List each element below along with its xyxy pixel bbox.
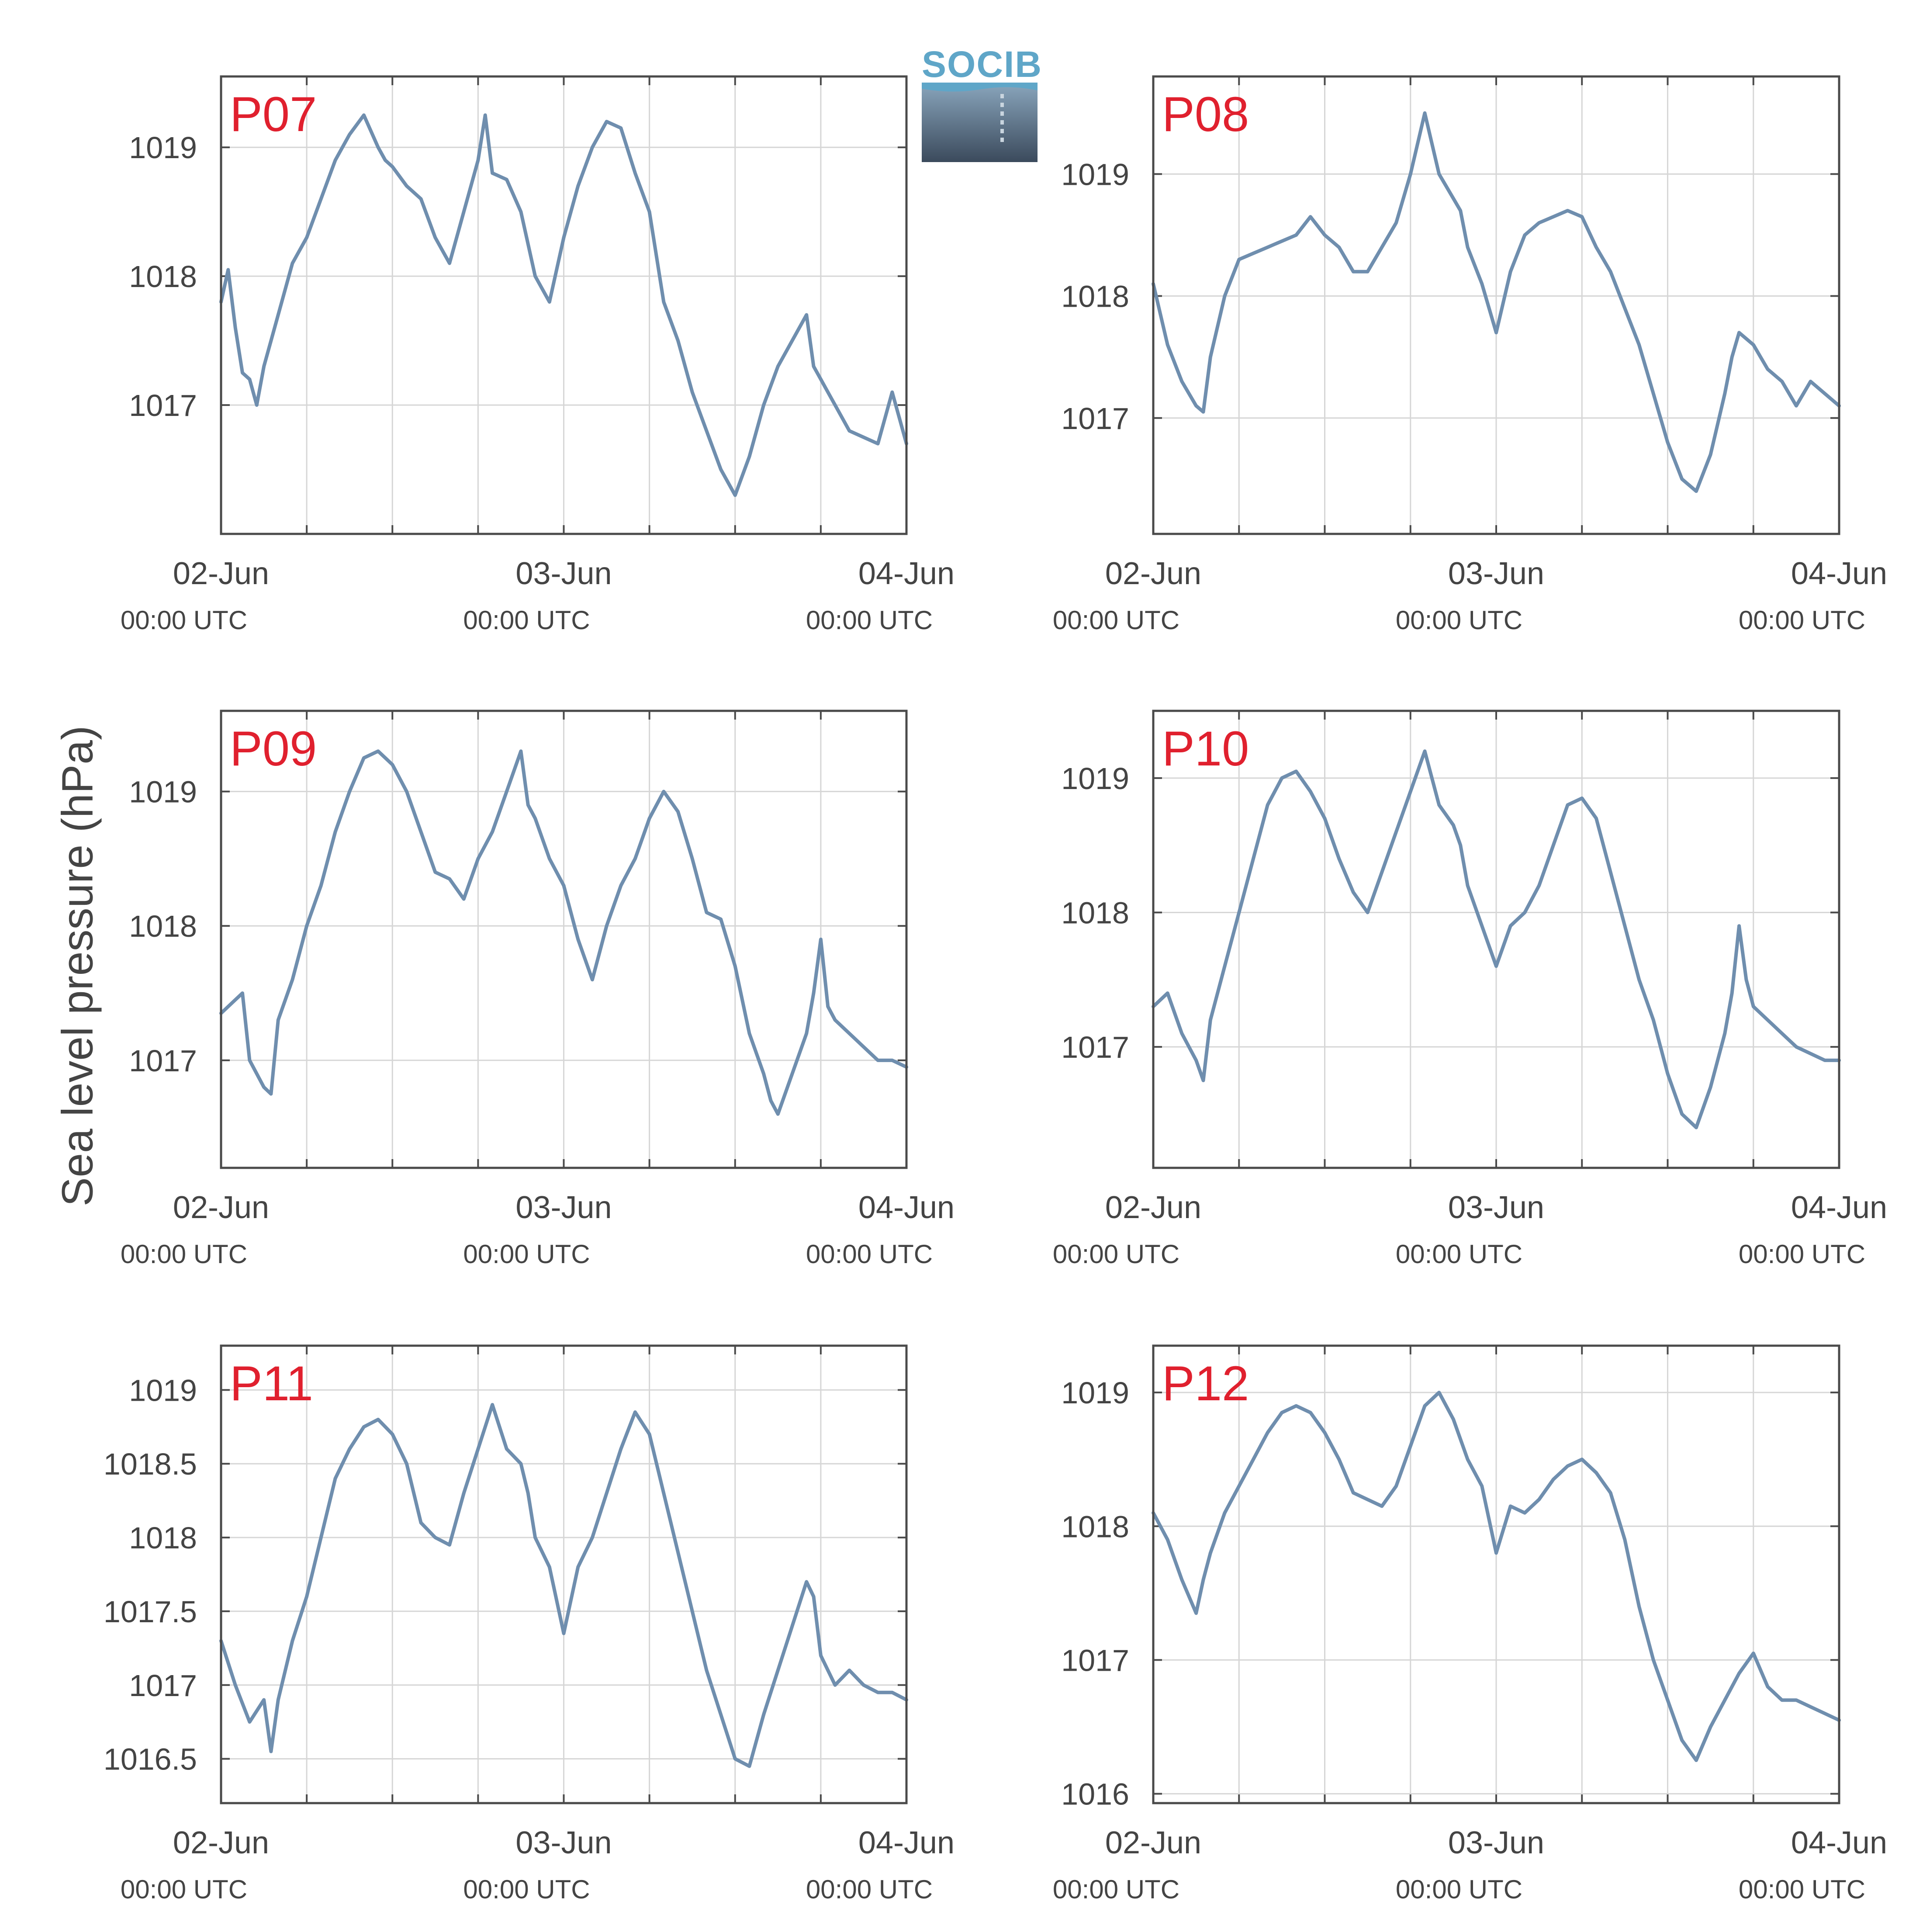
x-tick-label-time: 00:00 UTC <box>1739 1240 1865 1269</box>
chart-panel-p09: 1017 1018 1019 02-Jun 00:00 UTC 03-Jun 00:00 U… <box>121 710 955 1269</box>
x-tick-label-time: 00:00 UTC <box>1396 1240 1522 1269</box>
station-label: P09 <box>230 721 317 776</box>
x-tick-label-time: 00:00 UTC <box>1053 1875 1179 1904</box>
y-tick-label: 1017 <box>129 388 197 422</box>
plot-frame <box>220 75 908 535</box>
x-tick-label-date: 04-Jun <box>858 1825 955 1860</box>
series-line <box>1152 749 1841 1129</box>
y-tick-label: 1019 <box>129 1373 197 1407</box>
series-line <box>1152 111 1841 493</box>
station-label: P12 <box>1162 1356 1249 1411</box>
plot-frame <box>220 1344 908 1804</box>
x-tick-label-time: 00:00 UTC <box>1739 606 1865 635</box>
x-tick-label-date: 03-Jun <box>515 556 612 591</box>
x-tick-label-date: 02-Jun <box>173 1825 269 1860</box>
plot-frame <box>1152 1344 1840 1804</box>
series-line <box>1152 1391 1841 1762</box>
plot-frame <box>220 710 908 1169</box>
y-tick-label: 1019 <box>1061 1376 1129 1410</box>
x-tick-label-date: 02-Jun <box>173 556 269 591</box>
x-tick-label-date: 03-Jun <box>515 1190 612 1225</box>
y-tick-label: 1017.5 <box>104 1595 197 1629</box>
x-tick-label-date: 02-Jun <box>1105 556 1201 591</box>
x-tick-label-date: 03-Jun <box>1448 1825 1544 1860</box>
y-tick-label: 1018 <box>129 260 197 294</box>
y-tick-label: 1017 <box>129 1044 197 1078</box>
y-tick-label: 1019 <box>129 131 197 165</box>
chart-panel-p08: 1017 1018 1019 02-Jun 00:00 UTC 03-Jun 00:00 U… <box>1053 75 1887 635</box>
y-tick-label: 1018.5 <box>104 1447 197 1481</box>
series-line <box>219 1403 908 1768</box>
x-tick-label-date: 02-Jun <box>173 1190 269 1225</box>
chart-panel-p07: 1017 1018 1019 02-Jun 00:00 UTC 03-Jun 00:00 U… <box>121 75 955 635</box>
x-tick-label-time: 00:00 UTC <box>1053 1240 1179 1269</box>
y-tick-label: 1018 <box>1061 280 1129 314</box>
x-tick-label-time: 00:00 UTC <box>463 1240 590 1269</box>
x-tick-label-date: 04-Jun <box>858 556 955 591</box>
chart-panel-p11: 1016.5 1017 1017.5 1018 1018.5 1019 02-Jun 00:0… <box>104 1344 955 1904</box>
x-tick-label-time: 00:00 UTC <box>1396 606 1522 635</box>
x-tick-label-time: 00:00 UTC <box>121 606 247 635</box>
chart-panel-p10: 1017 1018 1019 02-Jun 00:00 UTC 03-Jun 00:00 U… <box>1053 710 1887 1269</box>
logo-text: SOCIB <box>922 44 1043 85</box>
x-tick-label-time: 00:00 UTC <box>1396 1875 1522 1904</box>
x-tick-label-date: 03-Jun <box>515 1825 612 1860</box>
x-tick-label-date: 02-Jun <box>1105 1190 1201 1225</box>
x-tick-label-date: 04-Jun <box>1791 556 1887 591</box>
series-line <box>219 113 908 497</box>
y-tick-label: 1016.5 <box>104 1742 197 1776</box>
y-tick-label: 1018 <box>1061 1510 1129 1544</box>
y-tick-label: 1017 <box>1061 1030 1129 1064</box>
x-tick-label-time: 00:00 UTC <box>1739 1875 1865 1904</box>
y-tick-label: 1018 <box>129 909 197 943</box>
station-label: P10 <box>1162 721 1249 776</box>
y-tick-label: 1017 <box>129 1669 197 1703</box>
x-tick-label-time: 00:00 UTC <box>1053 606 1179 635</box>
y-tick-label: 1019 <box>1061 762 1129 796</box>
x-tick-label-time: 00:00 UTC <box>121 1875 247 1904</box>
y-tick-label: 1019 <box>129 775 197 809</box>
y-tick-label: 1019 <box>1061 157 1129 191</box>
x-tick-label-time: 00:00 UTC <box>806 1875 933 1904</box>
series-line <box>219 749 908 1116</box>
chart-panel-p12: 1016 1017 1018 1019 02-Jun 00:00 UTC 03-Jun 00:… <box>1053 1344 1887 1904</box>
y-tick-label: 1016 <box>1061 1777 1129 1811</box>
socib-logo: SOCIB <box>922 44 1043 162</box>
y-tick-label: 1018 <box>129 1521 197 1555</box>
y-tick-label: 1017 <box>1061 1643 1129 1677</box>
x-tick-label-date: 04-Jun <box>1791 1190 1887 1225</box>
x-tick-label-date: 04-Jun <box>858 1190 955 1225</box>
x-tick-label-date: 04-Jun <box>1791 1825 1887 1860</box>
x-tick-label-time: 00:00 UTC <box>463 1875 590 1904</box>
station-label: P07 <box>230 87 317 142</box>
y-tick-label: 1017 <box>1061 402 1129 436</box>
plot-frame <box>1152 75 1840 535</box>
station-label: P08 <box>1162 87 1249 142</box>
x-tick-label-date: 03-Jun <box>1448 1190 1544 1225</box>
y-tick-label: 1018 <box>1061 896 1129 930</box>
x-tick-label-time: 00:00 UTC <box>806 606 933 635</box>
x-tick-label-time: 00:00 UTC <box>463 606 590 635</box>
x-tick-label-time: 00:00 UTC <box>121 1240 247 1269</box>
x-tick-label-time: 00:00 UTC <box>806 1240 933 1269</box>
logo-gradient-box <box>922 83 1038 162</box>
logo-wave-icon <box>922 83 1038 92</box>
station-label: P11 <box>230 1356 313 1411</box>
x-tick-label-date: 03-Jun <box>1448 556 1544 591</box>
plot-frame <box>1152 710 1840 1169</box>
x-tick-label-date: 02-Jun <box>1105 1825 1201 1860</box>
logo-dashes <box>1000 94 1004 142</box>
